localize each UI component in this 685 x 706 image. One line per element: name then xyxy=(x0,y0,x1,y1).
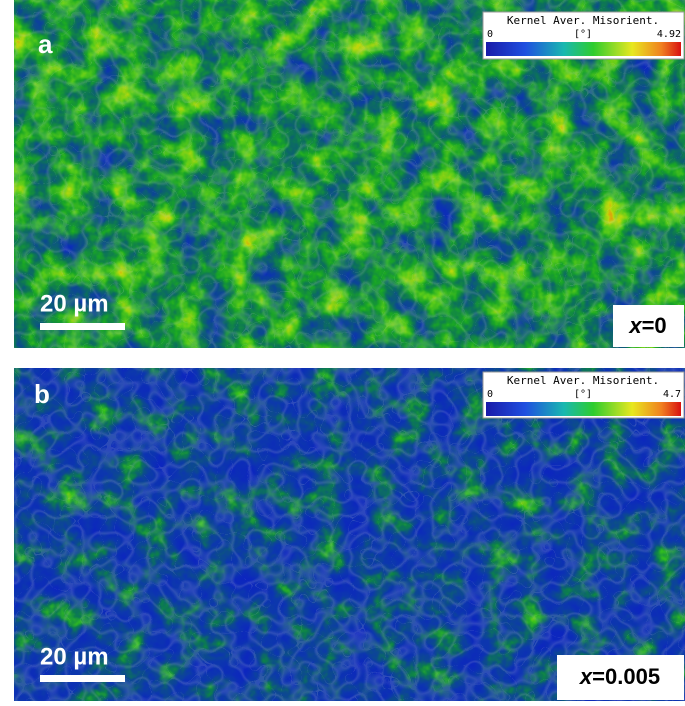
colorbar-max: 4.92 xyxy=(657,29,681,40)
colorbar-unit: [°] xyxy=(574,29,592,40)
composition-variable: x xyxy=(579,664,593,689)
colorbar-min: 0 xyxy=(487,29,493,40)
colorbar-gradient xyxy=(486,402,681,416)
panel-a: a Kernel Aver. Misorient. 0 [°] 4.92 20 … xyxy=(14,0,685,348)
colorbar-unit: [°] xyxy=(574,389,592,400)
panel-b: b Kernel Aver. Misorient. 0 [°] 4.7 20 µ… xyxy=(14,368,685,701)
colorbar-max: 4.7 xyxy=(663,389,681,400)
scale-bar xyxy=(40,323,125,330)
colorbar-title: Kernel Aver. Misorient. xyxy=(507,374,659,387)
figure: a Kernel Aver. Misorient. 0 [°] 4.92 20 … xyxy=(0,0,685,701)
composition-label: x=0.005 xyxy=(579,664,660,689)
colorbar-min: 0 xyxy=(487,389,493,400)
composition-variable: x xyxy=(628,313,642,338)
panel-label: b xyxy=(34,379,50,409)
scale-bar xyxy=(40,675,125,682)
colorbar-gradient xyxy=(486,42,681,56)
colorbar-title: Kernel Aver. Misorient. xyxy=(507,14,659,27)
panel-label: a xyxy=(38,29,53,59)
scale-bar-label: 20 µm xyxy=(40,290,109,317)
colorbar: Kernel Aver. Misorient. 0 [°] 4.92 xyxy=(483,12,684,59)
composition-value: =0.005 xyxy=(592,664,660,689)
colorbar: Kernel Aver. Misorient. 0 [°] 4.7 xyxy=(483,372,684,418)
composition-label: x=0 xyxy=(628,313,666,338)
composition-value: =0 xyxy=(642,313,667,338)
scale-bar-label: 20 µm xyxy=(40,643,109,670)
page: {"panels": [ {"label": "a", "colorbar": … xyxy=(0,0,685,701)
